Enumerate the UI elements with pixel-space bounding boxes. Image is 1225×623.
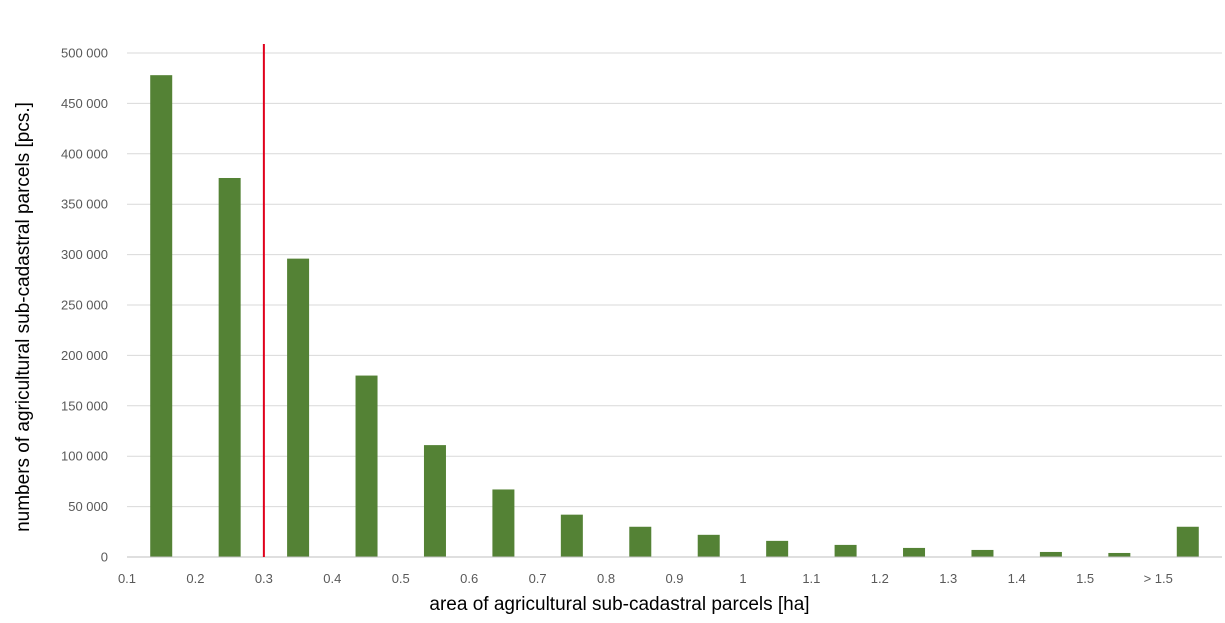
y-tick-label: 450 000 <box>61 96 108 111</box>
x-axis-title: area of agricultural sub-cadastral parce… <box>429 594 809 615</box>
bar <box>903 547 926 557</box>
bar <box>287 258 310 557</box>
x-tick-label: 0.2 <box>186 571 204 586</box>
x-tick-label: 1.4 <box>1008 571 1026 586</box>
x-tick-label: 0.5 <box>392 571 410 586</box>
x-tick-label: 0.8 <box>597 571 615 586</box>
y-tick-label: 250 000 <box>61 298 108 313</box>
x-tick-label: 1.3 <box>939 571 957 586</box>
bar <box>971 549 994 557</box>
bar <box>218 177 241 557</box>
bar <box>1039 551 1062 557</box>
bar <box>766 540 789 557</box>
x-tick-label: 1.1 <box>802 571 820 586</box>
x-tick-label: 0.3 <box>255 571 273 586</box>
bar <box>423 445 446 557</box>
bar <box>629 526 652 557</box>
y-tick-label: 300 000 <box>61 247 108 262</box>
x-tick-label: 0.6 <box>460 571 478 586</box>
bar <box>834 544 857 557</box>
gridlines <box>127 52 1222 508</box>
y-tick-label: 200 000 <box>61 348 108 363</box>
x-tick-label: 1.5 <box>1076 571 1094 586</box>
bar <box>355 375 378 557</box>
x-tick-labels: 0.1 0.2 0.3 0.4 0.5 0.6 0.7 0.8 0.9 1 1.1 1.2 1.3 1.4… <box>118 571 1173 586</box>
y-tick-label: 350 000 <box>61 197 108 212</box>
bar <box>150 75 173 558</box>
bar <box>1108 552 1131 557</box>
x-tick-label: 0.7 <box>529 571 547 586</box>
x-tick-label: 1 <box>739 571 746 586</box>
y-tick-label: 500 000 <box>61 46 108 61</box>
x-tick-label: > 1.5 <box>1144 571 1173 586</box>
x-tick-label: 0.1 <box>118 571 136 586</box>
bars <box>150 75 1199 558</box>
bar <box>1176 526 1199 557</box>
y-tick-label: 150 000 <box>61 398 108 413</box>
y-tick-label: 50 000 <box>68 499 108 514</box>
bar <box>697 534 720 557</box>
y-tick-label: 100 000 <box>61 449 108 464</box>
y-tick-label: 400 000 <box>61 146 108 161</box>
x-tick-label: 0.9 <box>665 571 683 586</box>
x-tick-label: 1.2 <box>871 571 889 586</box>
bar <box>560 514 583 557</box>
y-axis-title: numbers of agricultural sub-cadastral pa… <box>13 102 34 532</box>
bar <box>492 489 515 557</box>
y-tick-label: 0 <box>101 550 108 565</box>
y-tick-labels: 0 50 000 100 000 150 000 200 000 250 000 300 0… <box>61 46 108 565</box>
x-tick-label: 0.4 <box>323 571 341 586</box>
